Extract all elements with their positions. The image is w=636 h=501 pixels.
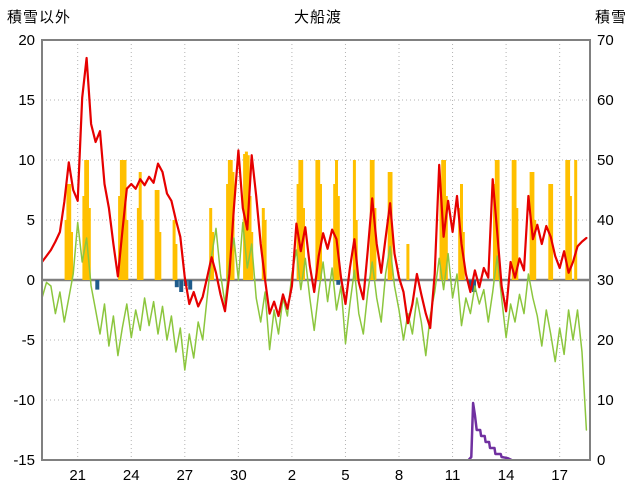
plot-border <box>41 39 591 461</box>
right-axis-tick-label: 50 <box>597 152 614 169</box>
left-axis-tick-label: 0 <box>27 272 35 289</box>
x-axis-tick-label: 30 <box>230 467 247 484</box>
x-axis-tick-label: 5 <box>341 467 349 484</box>
left-axis-tick-label: -15 <box>13 452 35 469</box>
chart-title: 大船渡 <box>293 9 342 26</box>
right-axis-tick-label: 30 <box>597 272 614 289</box>
right-axis-tick-label: 20 <box>597 332 614 349</box>
left-axis-tick-label: -5 <box>22 332 35 349</box>
left-axis-tick-label: 15 <box>18 92 35 109</box>
x-axis-tick-label: 11 <box>445 467 461 484</box>
left-axis-tick-label: 20 <box>18 32 35 49</box>
x-axis-tick-label: 14 <box>498 467 515 484</box>
left-axis-tick-label: 10 <box>18 152 35 169</box>
x-axis-tick-label: 17 <box>551 467 568 484</box>
x-axis-tick-label: 2 <box>288 467 296 484</box>
x-axis-tick-label: 27 <box>176 467 193 484</box>
right-axis-tick-label: 70 <box>597 32 614 49</box>
series-group <box>42 56 588 460</box>
left-axis-tick-label: 5 <box>27 212 35 229</box>
right-axis-tick-label: 60 <box>597 92 614 109</box>
x-axis-tick-label: 8 <box>395 467 403 484</box>
x-axis-tick-label: 24 <box>123 467 140 484</box>
temperature-line <box>42 56 588 330</box>
left-axis-tick-label: -10 <box>13 392 35 409</box>
right-axis-tick-label: 40 <box>597 212 614 229</box>
right-axis-title: 積雪 <box>594 9 627 26</box>
right-axis-tick-label: 10 <box>597 392 614 409</box>
secondary-line <box>42 221 588 431</box>
right-axis-tick-label: 0 <box>597 452 605 469</box>
left-axis-title: 積雪以外 <box>7 9 72 26</box>
snow-depth-line <box>467 401 513 460</box>
x-axis-tick-label: 21 <box>69 467 86 484</box>
